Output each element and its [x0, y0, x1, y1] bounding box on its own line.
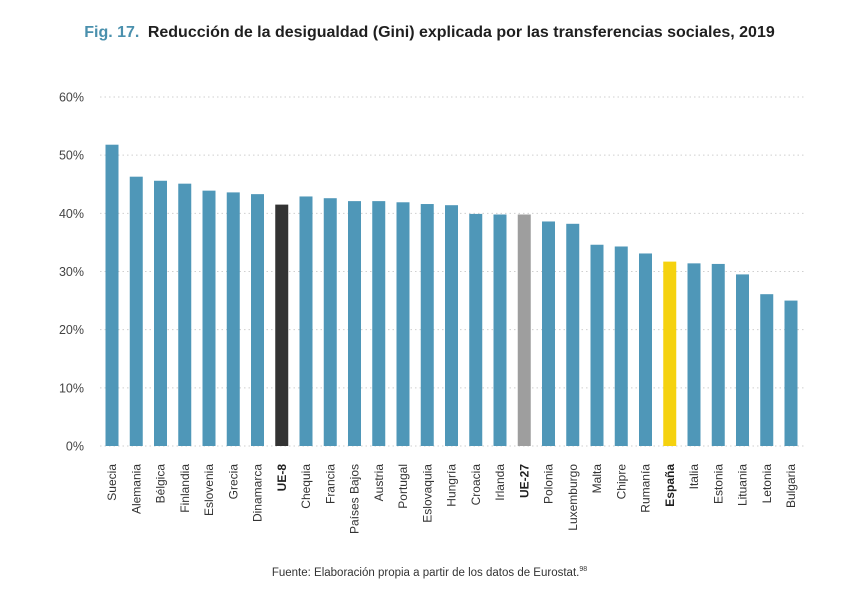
y-tick-label: 40% — [59, 207, 84, 221]
x-tick-label: Finlandia — [178, 464, 192, 513]
x-tick-label: Suecia — [105, 464, 119, 501]
y-tick-label: 20% — [59, 323, 84, 337]
bar-luxemburgo — [566, 223, 580, 446]
bar-lituania — [736, 274, 749, 446]
x-tick-label: Luxemburgo — [566, 464, 580, 531]
x-tick-label: UE-8 — [275, 464, 289, 492]
x-tick-label: Letonia — [760, 464, 774, 504]
bar-estonia — [711, 263, 725, 446]
bar-irlanda — [493, 214, 507, 446]
x-tick-label: Bélgica — [154, 464, 168, 504]
bar-austria — [372, 201, 386, 446]
bar-eslovaquia — [420, 204, 434, 446]
y-tick-label: 50% — [59, 149, 84, 163]
x-tick-label: Chequia — [299, 464, 313, 509]
x-tick-label: Eslovenia — [202, 464, 216, 516]
bar-grecia — [226, 192, 240, 446]
bar-ue-27 — [517, 214, 531, 446]
x-tick-label: España — [663, 464, 677, 507]
bar-francia — [323, 198, 337, 446]
source-note: Fuente: Elaboración propia a partir de l… — [0, 566, 859, 579]
bar-portugal — [396, 202, 410, 446]
bar-polonia — [542, 221, 555, 446]
x-tick-label: UE-27 — [517, 464, 531, 498]
x-tick-label: Lituania — [736, 464, 750, 506]
y-tick-label: 0% — [66, 440, 84, 454]
x-tick-label: Dinamarca — [251, 464, 265, 522]
x-axis-labels: Suecia Alemania Bélgica Finlandia Eslovenia G… — [105, 464, 798, 534]
bar-malta — [590, 244, 604, 446]
bar-españa — [663, 261, 677, 446]
figure-number: Fig. 17. — [84, 24, 140, 41]
bar-ue-8 — [275, 204, 289, 446]
y-axis: 0% 10% 20% 30% 40% 50% 60% — [59, 91, 84, 454]
bar-rumanía — [639, 253, 652, 446]
bar-países-bajos — [348, 201, 361, 446]
x-tick-label: Polonia — [542, 464, 556, 504]
bars — [105, 144, 798, 447]
x-tick-label: Croacia — [469, 464, 483, 506]
figure-title: Reducción de la desigualdad (Gini) expli… — [147, 24, 775, 41]
bar-letonia — [760, 294, 774, 446]
x-tick-label: Grecia — [226, 464, 240, 500]
x-tick-label: Chipre — [614, 464, 628, 500]
y-tick-label: 30% — [59, 265, 84, 279]
bar-alemania — [129, 176, 143, 446]
y-tick-label: 60% — [59, 91, 84, 105]
bar-eslovenia — [202, 190, 216, 446]
bar-chart: 0% 10% 20% 30% 40% 50% 60% Suecia Alemania Bélgi… — [59, 91, 805, 534]
bar-suecia — [105, 144, 119, 447]
x-tick-label: Hungría — [445, 464, 459, 507]
bar-italia — [687, 263, 701, 446]
bar-bulgaria — [784, 300, 798, 446]
bar-dinamarca — [251, 194, 264, 446]
x-tick-label: Portugal — [396, 464, 410, 509]
bar-croacia — [469, 213, 483, 446]
x-tick-label: Francia — [323, 464, 337, 504]
bar-chipre — [614, 246, 628, 446]
source-footnote: 98 — [579, 566, 588, 573]
x-tick-label: Estonia — [711, 464, 725, 504]
x-tick-label: Irlanda — [493, 464, 507, 501]
x-tick-label: Alemania — [129, 464, 143, 514]
chart-title: Fig. 17. Reducción de la desigualdad (Gi… — [0, 24, 859, 42]
bar-bélgica — [154, 180, 167, 446]
x-tick-label: Malta — [590, 464, 604, 494]
x-tick-label: Bulgaria — [784, 464, 798, 508]
gridlines — [100, 96, 805, 447]
y-tick-label: 10% — [59, 381, 84, 395]
bar-chequia — [299, 196, 313, 446]
bar-hungría — [445, 205, 458, 446]
x-tick-label: Rumanía — [639, 464, 653, 513]
x-tick-label: Países Bajos — [348, 464, 362, 534]
x-tick-label: Italia — [687, 464, 701, 490]
bar-finlandia — [178, 183, 192, 446]
x-tick-label: Eslovaquia — [420, 464, 434, 523]
source-text: Fuente: Elaboración propia a partir de l… — [271, 566, 580, 579]
x-tick-label: Austria — [372, 464, 386, 502]
